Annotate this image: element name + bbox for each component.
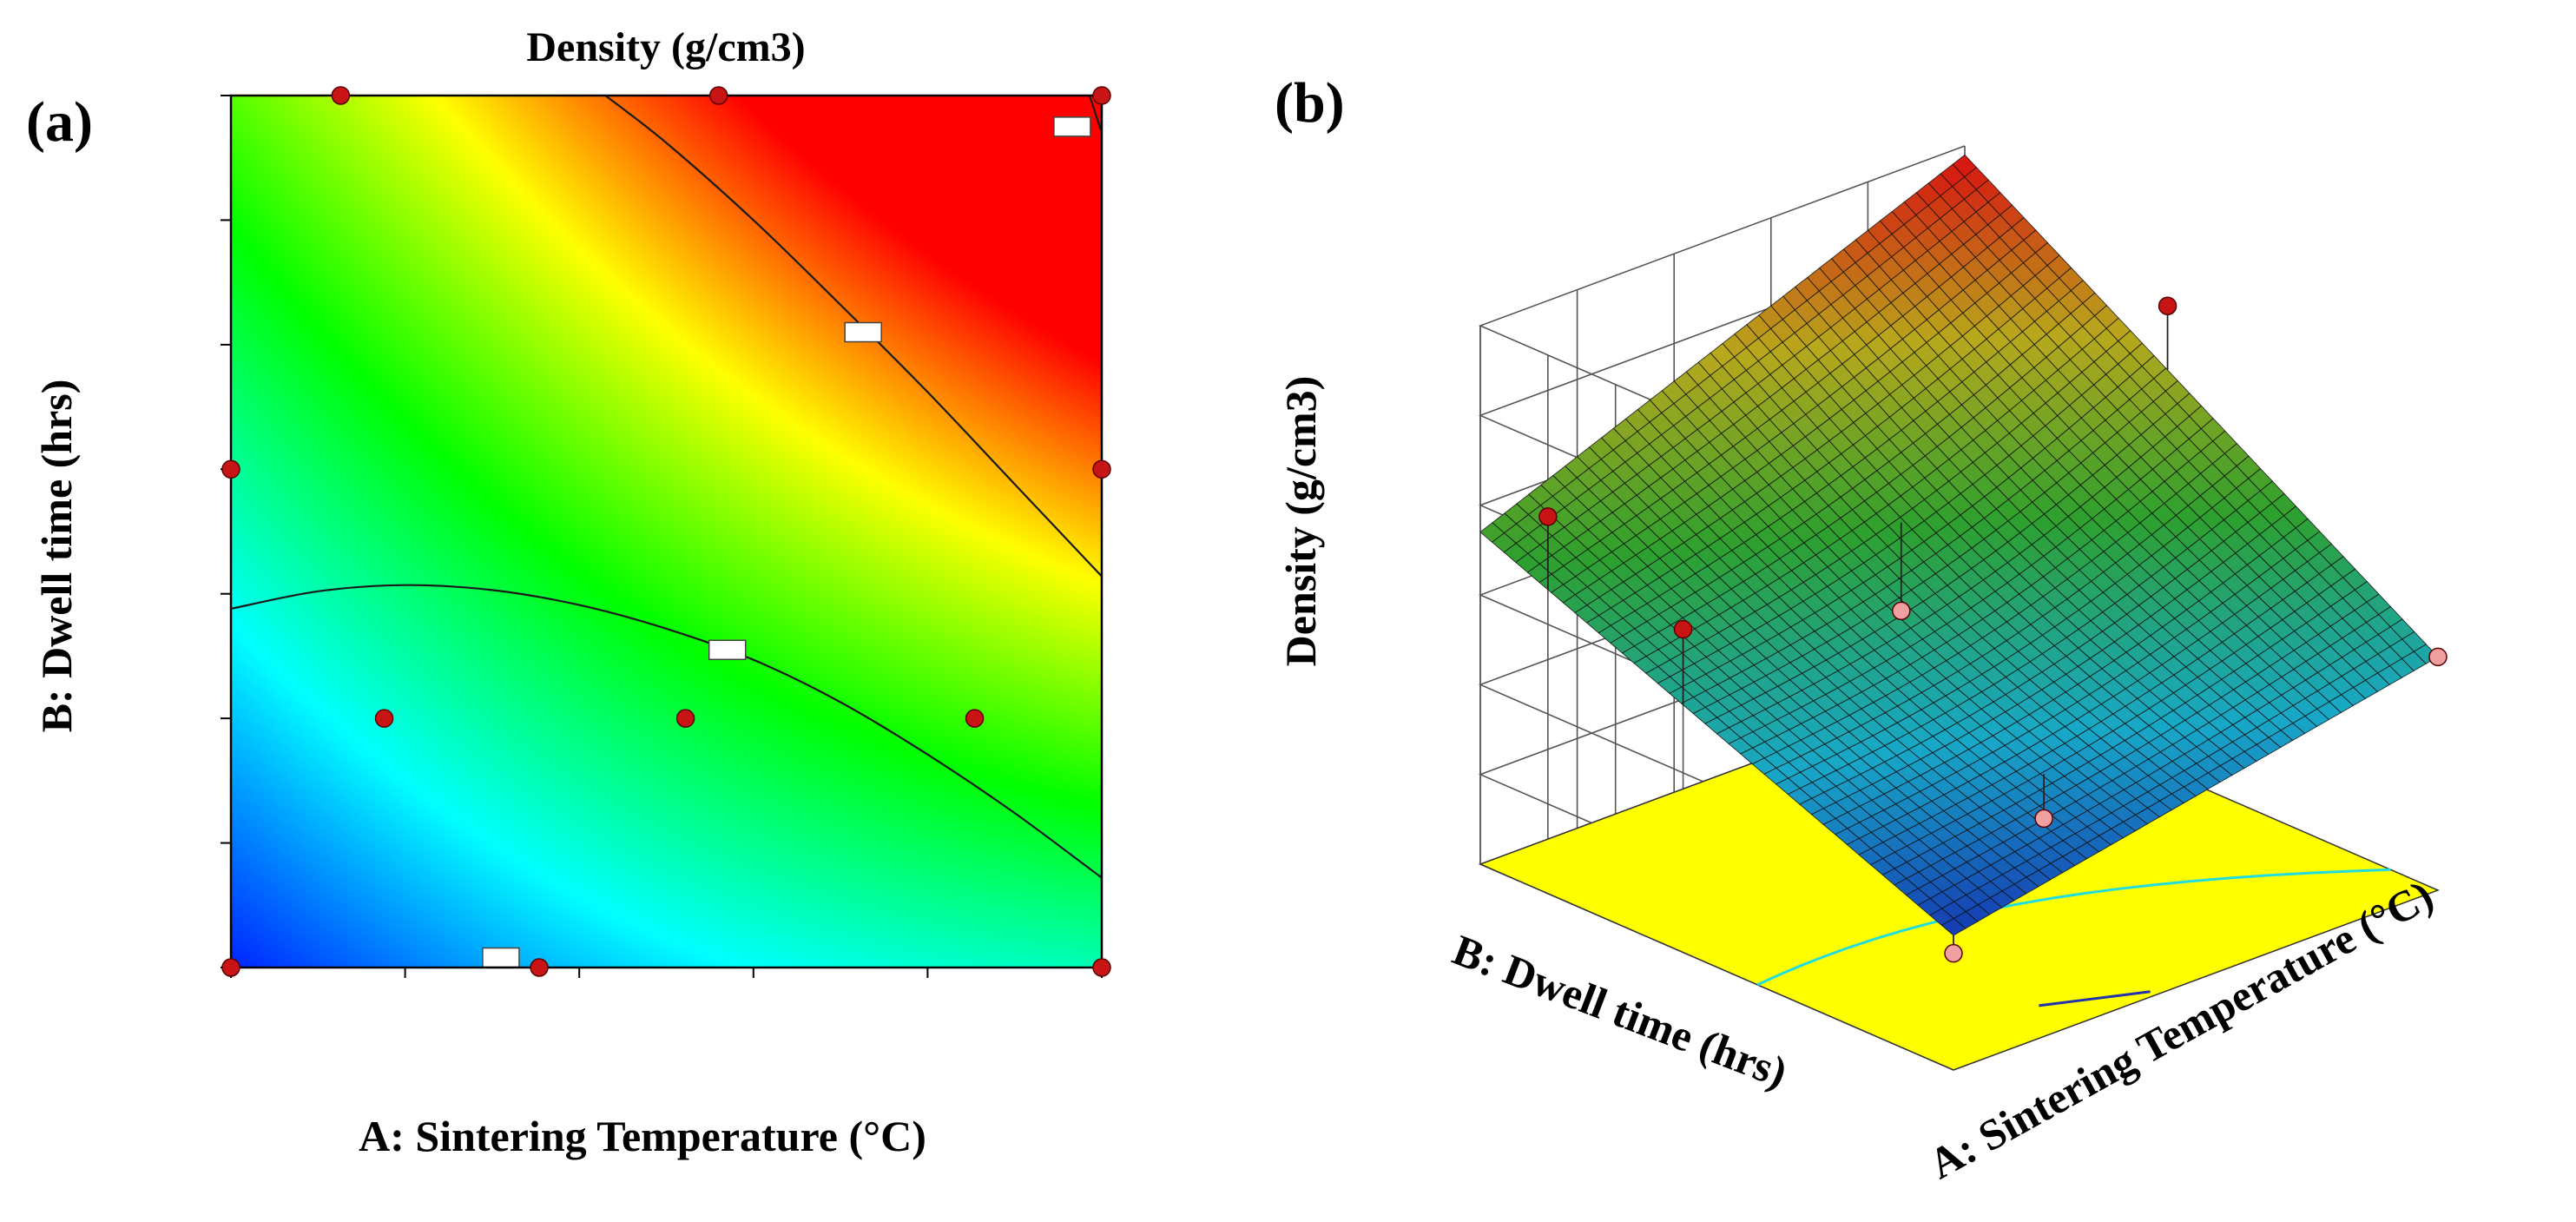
contour-heatmap [231,96,1102,968]
design-point-a [1092,86,1111,105]
panel-b: (b) Density (g/cm3) B: Dwell time (hrs) … [1275,71,2448,1188]
design-point-a [675,709,695,728]
surface-cell [1940,917,1967,936]
design-point-3d [1944,943,1963,963]
design-point-a [708,86,728,105]
floor-contour-line [1756,868,2391,987]
floor-contour-line [2039,990,2151,1007]
design-point-a [221,459,240,479]
design-point-a [530,958,549,977]
contour-line-7.4 [231,584,1102,879]
contour-label-box [1053,116,1091,137]
panel-b-label: (b) [1275,71,1345,135]
design-point-a [331,86,351,105]
y-axis-label-a: B: Dwell time (hrs) [32,380,81,733]
x-axis-label-a: A: Sintering Temperature (°C) [359,1112,926,1160]
design-point-3d [2428,647,2448,667]
design-points-a [221,86,1111,977]
design-point-a [374,709,394,728]
panel-a-label: (a) [26,90,93,154]
design-point-3d [2034,809,2053,829]
design-point-a [965,709,985,728]
contour-label-box [708,639,747,661]
contour-line-7.5 [604,96,1102,578]
design-point-a [1092,958,1111,977]
design-point-3d [1538,507,1558,526]
design-point-3d [1673,619,1693,639]
design-point-3d [1892,601,1911,621]
design-point-3d [2158,296,2177,315]
z-axis-label-b: Density (g/cm3) [1276,376,1325,667]
plot-frame-a [229,94,1104,969]
contour-label-box [482,947,520,968]
contour-labels [482,116,1091,968]
panel-a: (a) Density (g/cm3) A: Sintering Tempera… [26,24,1111,1160]
design-points-3d [1538,296,2448,963]
design-point-a [1092,459,1111,479]
contour-label-box [844,321,882,343]
surface-3d [1479,154,2439,936]
panel-a-title: Density (g/cm3) [526,24,805,70]
design-point-a [221,958,240,977]
